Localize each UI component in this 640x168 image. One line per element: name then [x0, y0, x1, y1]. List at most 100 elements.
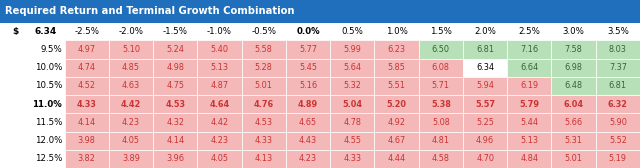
Text: 4.43: 4.43 [299, 136, 317, 145]
Bar [242, 95, 286, 113]
Text: 4.05: 4.05 [211, 154, 228, 163]
Text: 3.82: 3.82 [78, 154, 96, 163]
Text: 4.75: 4.75 [166, 81, 184, 90]
Text: 4.14: 4.14 [77, 118, 96, 127]
Text: 4.33: 4.33 [255, 136, 273, 145]
Text: 8.03: 8.03 [609, 45, 627, 54]
Bar [463, 113, 508, 132]
Text: Required Return and Terminal Growth Combination: Required Return and Terminal Growth Comb… [5, 6, 294, 16]
Bar [109, 150, 153, 168]
Text: 6.48: 6.48 [564, 81, 582, 90]
Bar [65, 150, 109, 168]
Bar [463, 40, 508, 59]
Bar [109, 113, 153, 132]
Text: 7.16: 7.16 [520, 45, 538, 54]
Text: 11.0%: 11.0% [33, 100, 62, 109]
Text: 2.0%: 2.0% [474, 27, 496, 36]
Text: 6.98: 6.98 [564, 63, 582, 72]
Text: 4.85: 4.85 [122, 63, 140, 72]
Bar [286, 150, 330, 168]
Text: 5.25: 5.25 [476, 118, 494, 127]
Bar [552, 150, 596, 168]
Text: 5.01: 5.01 [255, 81, 273, 90]
Text: 5.08: 5.08 [432, 118, 450, 127]
Bar [330, 132, 374, 150]
Text: 6.81: 6.81 [476, 45, 494, 54]
Text: 5.57: 5.57 [475, 100, 495, 109]
Bar [596, 77, 640, 95]
Text: 4.42: 4.42 [211, 118, 228, 127]
Bar [419, 59, 463, 77]
Text: 9.5%: 9.5% [40, 45, 62, 54]
Bar [153, 150, 197, 168]
Bar [508, 95, 552, 113]
Bar [419, 77, 463, 95]
Bar [419, 40, 463, 59]
Bar [552, 95, 596, 113]
Text: 5.90: 5.90 [609, 118, 627, 127]
Text: 5.45: 5.45 [299, 63, 317, 72]
Bar [286, 40, 330, 59]
Bar [374, 132, 419, 150]
Bar [508, 150, 552, 168]
Text: -2.0%: -2.0% [118, 27, 143, 36]
Bar [330, 59, 374, 77]
Text: 7.58: 7.58 [564, 45, 582, 54]
Text: -1.0%: -1.0% [207, 27, 232, 36]
Bar [463, 95, 508, 113]
Text: 5.40: 5.40 [211, 45, 228, 54]
Text: 4.23: 4.23 [211, 136, 228, 145]
Text: 4.05: 4.05 [122, 136, 140, 145]
Bar [242, 40, 286, 59]
Text: 5.19: 5.19 [609, 154, 627, 163]
Text: 5.01: 5.01 [564, 154, 582, 163]
Text: 5.38: 5.38 [431, 100, 451, 109]
Bar [0, 0, 640, 23]
Text: 4.23: 4.23 [299, 154, 317, 163]
Bar [330, 40, 374, 59]
Bar [374, 40, 419, 59]
Text: 3.5%: 3.5% [607, 27, 629, 36]
Bar [552, 59, 596, 77]
Bar [197, 132, 242, 150]
Bar [419, 95, 463, 113]
Bar [596, 40, 640, 59]
Bar [596, 150, 640, 168]
Text: 4.78: 4.78 [343, 118, 362, 127]
Text: 6.81: 6.81 [609, 81, 627, 90]
Bar [374, 77, 419, 95]
Text: 6.50: 6.50 [432, 45, 450, 54]
Text: 4.32: 4.32 [166, 118, 184, 127]
Bar [153, 77, 197, 95]
Text: 6.32: 6.32 [608, 100, 628, 109]
Bar [286, 113, 330, 132]
Bar [242, 132, 286, 150]
Text: 5.32: 5.32 [344, 81, 361, 90]
Bar [374, 113, 419, 132]
Text: 4.67: 4.67 [387, 136, 406, 145]
Text: 5.58: 5.58 [255, 45, 273, 54]
Text: 6.08: 6.08 [432, 63, 450, 72]
Text: 5.24: 5.24 [166, 45, 184, 54]
Bar [419, 150, 463, 168]
Text: 1.5%: 1.5% [430, 27, 452, 36]
Text: 6.34: 6.34 [35, 27, 57, 36]
Bar [65, 40, 109, 59]
Bar [508, 77, 552, 95]
Text: 6.04: 6.04 [564, 100, 584, 109]
Bar [374, 95, 419, 113]
Bar [552, 40, 596, 59]
Text: 6.23: 6.23 [388, 45, 406, 54]
Bar [463, 150, 508, 168]
Text: 4.89: 4.89 [298, 100, 318, 109]
Text: 5.51: 5.51 [388, 81, 406, 90]
Text: 4.64: 4.64 [209, 100, 230, 109]
Bar [65, 77, 109, 95]
Text: 0.5%: 0.5% [341, 27, 364, 36]
Bar [65, 132, 109, 150]
Text: 5.77: 5.77 [299, 45, 317, 54]
Text: $: $ [12, 27, 19, 36]
Bar [330, 113, 374, 132]
Bar [330, 150, 374, 168]
Text: 5.13: 5.13 [520, 136, 538, 145]
